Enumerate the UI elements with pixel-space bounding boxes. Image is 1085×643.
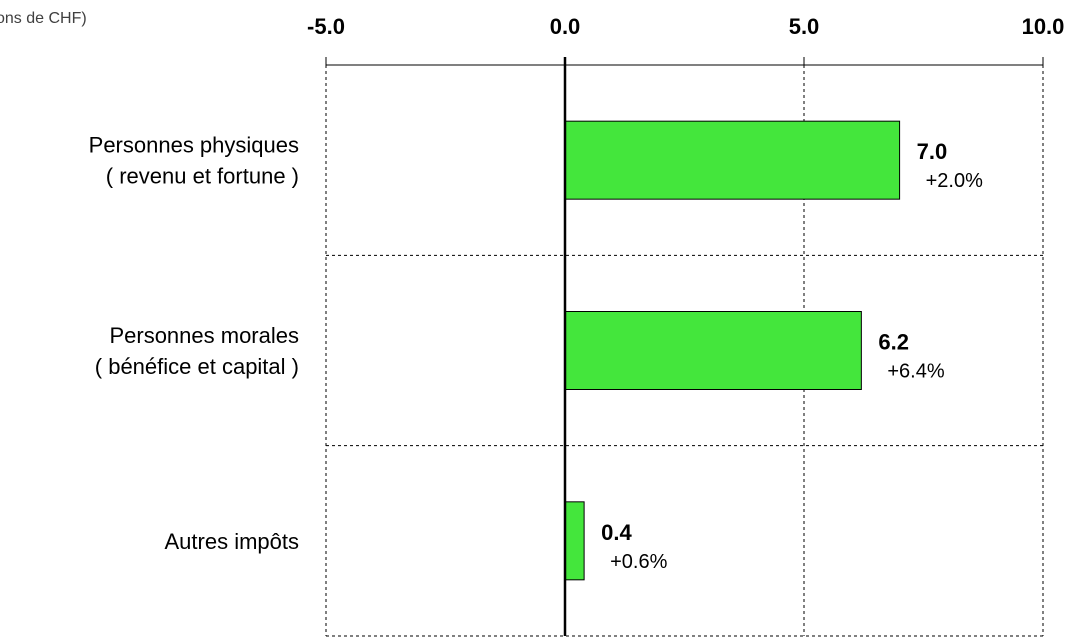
x-tick-label: 5.0 <box>789 14 820 39</box>
bar-value-label: 0.4 <box>601 520 632 545</box>
bar-value-label: 7.0 <box>917 139 948 164</box>
bar <box>564 120 901 200</box>
bar-change-label: +6.4% <box>887 361 944 383</box>
category-label: Personnes physiques <box>89 133 299 158</box>
x-tick-label: 10.0 <box>1022 14 1065 39</box>
bar-change-label: +2.0% <box>926 170 983 192</box>
unit-label: ons de CHF) <box>0 10 87 27</box>
category-label: ( revenu et fortune ) <box>106 164 299 189</box>
category-label: ( bénéfice et capital ) <box>95 354 299 379</box>
labels-layer: -5.0 0.0 5.0 10.0 7.0 +2.0% Personnes physique… <box>89 14 1065 573</box>
bar-value-label: 6.2 <box>878 330 909 355</box>
bars-layer <box>563 57 901 636</box>
x-tick-label: 0.0 <box>550 14 581 39</box>
category-label: Autres impôts <box>165 529 300 554</box>
bar-change-label: +0.6% <box>610 551 667 573</box>
bar <box>564 501 585 581</box>
bar <box>564 311 862 390</box>
x-tick-label: -5.0 <box>307 14 345 39</box>
category-label: Personnes morales <box>109 323 299 348</box>
